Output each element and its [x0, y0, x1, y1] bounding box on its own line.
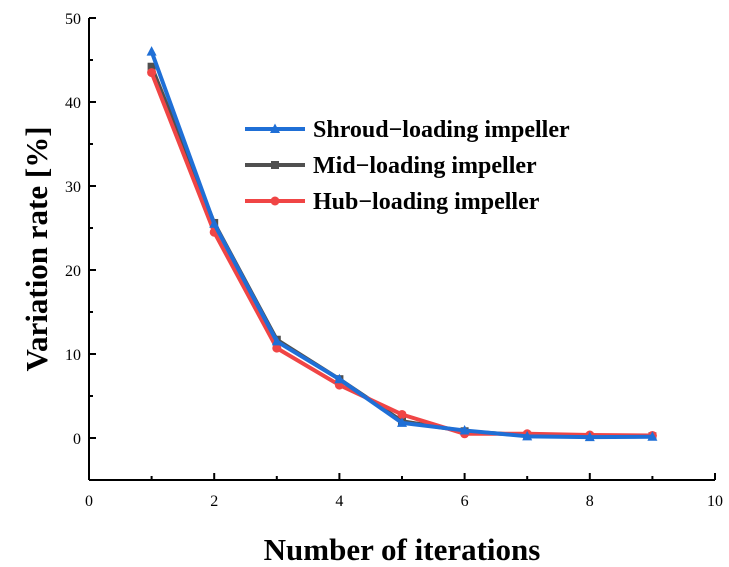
series-line: [149, 50, 653, 440]
x-tick-label: 8: [586, 493, 594, 510]
data-point: [272, 343, 282, 353]
legend-item: Mid−loading impeller: [245, 153, 537, 179]
legend-marker: [270, 196, 280, 206]
data-point: [334, 373, 345, 384]
data-point: [147, 68, 157, 78]
legend-item: Hub−loading impeller: [245, 189, 540, 215]
series-triangle: [146, 46, 658, 442]
x-tick-label: 10: [707, 493, 723, 510]
data-point: [397, 409, 407, 419]
x-axis-title: Number of iterations: [264, 532, 541, 567]
data-point: [584, 431, 595, 442]
legend-item: Shroud−loading impeller: [245, 117, 570, 143]
y-tick-label: 10: [65, 347, 81, 364]
data-point: [459, 424, 470, 435]
y-tick-label: 30: [65, 179, 81, 196]
legend-marker: [271, 161, 279, 169]
legend-label: Mid−loading impeller: [313, 153, 537, 179]
data-point: [146, 46, 157, 56]
data-point: [522, 430, 533, 441]
legend: Shroud−loading impeller Mid−loading impel…: [245, 117, 570, 215]
y-tick-label: 20: [65, 263, 81, 280]
data-point: [647, 431, 658, 441]
data-point: [271, 335, 282, 346]
legend-label: Shroud−loading impeller: [313, 117, 570, 143]
legend-marker: [270, 123, 280, 133]
data-point: [209, 218, 220, 228]
data-point: [147, 62, 156, 71]
x-ticks: 0 2 4 6 8 10: [85, 473, 723, 510]
y-tick-label: 40: [65, 95, 81, 112]
plot-area: [146, 46, 658, 442]
y-axis-title: Variation rate [%]: [19, 126, 54, 371]
y-ticks: 0 10 20 30 40 50: [65, 11, 96, 448]
x-tick-label: 2: [210, 493, 218, 510]
y-tick-label: 50: [65, 11, 81, 28]
x-tick-label: 0: [85, 493, 93, 510]
x-tick-label: 6: [461, 493, 469, 510]
x-tick-label: 4: [335, 493, 343, 510]
y-tick-label: 0: [73, 431, 81, 448]
legend-label: Hub−loading impeller: [313, 189, 540, 215]
data-point: [397, 417, 407, 427]
